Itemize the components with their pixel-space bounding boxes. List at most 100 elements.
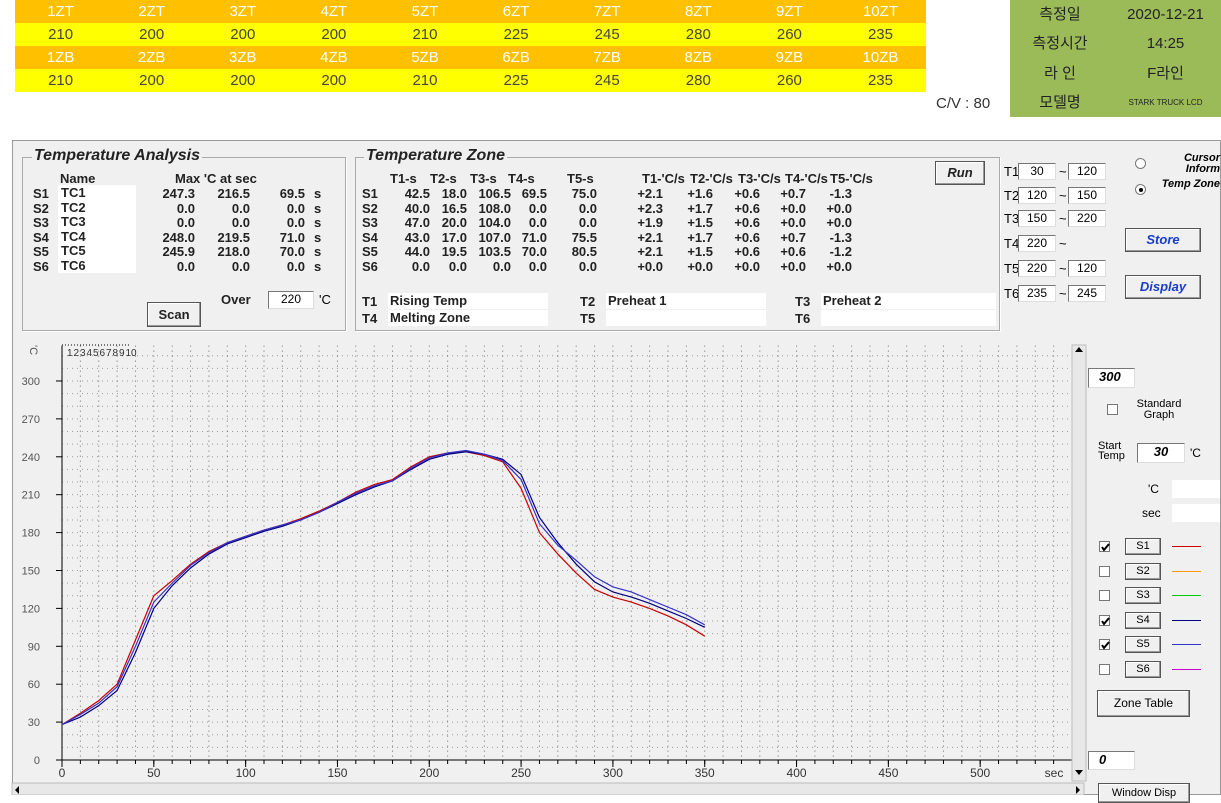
y-axis-label: 'C <box>27 345 39 355</box>
zone-id: T3 <box>795 294 811 309</box>
zone-header: T4-'C/s <box>785 171 828 186</box>
zone-marker: 5 <box>93 348 99 359</box>
analysis-title: Temperature Analysis <box>32 147 202 165</box>
analysis-value: 216.5 <box>217 186 250 201</box>
zone-value: 17.0 <box>441 229 467 245</box>
range-label: T4 <box>1004 236 1020 251</box>
y-tick-label: 270 <box>22 414 40 426</box>
y-tick-label: 60 <box>28 679 40 691</box>
scan-button[interactable]: Scan <box>147 302 201 327</box>
radio-label: Temp Zone <box>1161 178 1220 190</box>
channel-button[interactable]: S4 <box>1125 611 1161 629</box>
zone-value: +2.1 <box>637 244 663 260</box>
zone-id: T2 <box>580 294 596 309</box>
range-sep: ~ <box>1059 286 1067 301</box>
y-tick-label: 90 <box>28 641 40 653</box>
zone-value: -1.2 <box>829 244 852 260</box>
zone-value: 42.5 <box>404 186 430 201</box>
zone-cell: 210 <box>15 23 107 46</box>
zone-name-field: Preheat 1 <box>606 293 766 309</box>
channel-checkbox[interactable] <box>1099 541 1110 552</box>
zone-name-field <box>606 310 766 326</box>
zone-header: T5-s <box>567 171 594 186</box>
x-tick-label: 100 <box>236 766 256 780</box>
sec-unit: s <box>314 186 322 201</box>
range-sep: ~ <box>1059 211 1067 226</box>
x-tick-label: 500 <box>970 766 990 780</box>
sec-unit: s <box>314 229 322 245</box>
zone-cell: 235 <box>834 23 927 46</box>
zone-value: 0.0 <box>578 259 597 274</box>
channel-checkbox[interactable] <box>1099 614 1110 626</box>
h-scrollbar <box>11 782 1085 795</box>
over-input: 220 <box>268 291 314 309</box>
zone-value: +0.0 <box>780 200 806 216</box>
x-tick-label: 200 <box>419 766 439 780</box>
info-value: F라인 <box>1147 64 1184 82</box>
start-temp-label: Start Temp <box>1098 440 1125 462</box>
x-tick-label: 50 <box>147 766 161 780</box>
store-button[interactable]: Store <box>1125 228 1201 252</box>
zone-value: 80.5 <box>571 244 597 260</box>
channel-checkbox[interactable] <box>1099 565 1110 577</box>
channel-button[interactable]: S6 <box>1125 661 1161 678</box>
zone-marker: 6 <box>100 348 106 359</box>
x-tick-label: 0 <box>59 766 66 780</box>
analysis-value: 0.0 <box>231 259 250 274</box>
row-label: S3 <box>33 215 49 231</box>
row-label: S1 <box>362 186 378 201</box>
v-scrollbar <box>1071 344 1087 782</box>
range-from: 30 <box>1018 163 1056 180</box>
radio[interactable] <box>1135 184 1146 195</box>
zone-cell: 200 <box>288 23 380 46</box>
over-unit: 'C <box>319 292 331 307</box>
display-button[interactable]: Display <box>1125 275 1201 299</box>
standard-checkbox[interactable] <box>1107 404 1118 415</box>
y-tick-label: 120 <box>22 603 40 615</box>
run-button[interactable]: Run <box>935 161 985 185</box>
zone-cell: 3ZT <box>197 0 289 23</box>
zone-cell: 8ZT <box>652 0 744 23</box>
zone-name-field: Preheat 2 <box>821 293 996 309</box>
zone-cell: 225 <box>470 69 562 92</box>
range-from: 220 <box>1018 235 1056 252</box>
channel-checkbox[interactable] <box>1099 590 1110 602</box>
channel-button[interactable]: S2 <box>1125 562 1161 580</box>
info-value: 14:25 <box>1146 35 1185 53</box>
radio[interactable] <box>1135 158 1146 169</box>
channel-checkbox[interactable] <box>1099 664 1110 675</box>
zone-value: +0.0 <box>734 259 760 274</box>
zone-cell: 5ZB <box>379 46 471 69</box>
zone-value: +1.5 <box>687 215 713 231</box>
zone-value: +0.0 <box>687 259 713 274</box>
zone-name-field <box>821 310 996 326</box>
row-label: S4 <box>33 229 49 245</box>
channel-button[interactable]: S5 <box>1125 636 1161 654</box>
window-button[interactable]: Window Disp <box>1098 783 1190 803</box>
zone-cell: 5ZT <box>379 0 471 23</box>
row-label: S4 <box>362 229 378 245</box>
max-input: 300 <box>1088 368 1135 388</box>
zone-value: +2.1 <box>637 186 663 201</box>
analysis-value: 0.0 <box>286 215 305 231</box>
zone-value: +0.6 <box>734 229 760 245</box>
analysis-value: 248.0 <box>162 229 195 245</box>
info-label: 측정시간 <box>1032 35 1088 53</box>
range-to: 245 <box>1068 285 1106 302</box>
zone-cell: 200 <box>197 69 289 92</box>
channel-checkbox[interactable] <box>1099 639 1110 651</box>
channel-swatch <box>1172 546 1201 547</box>
channel-button[interactable]: S1 <box>1125 538 1161 555</box>
range-label: T1 <box>1004 164 1020 179</box>
zone-cell: 200 <box>106 23 198 46</box>
series-line <box>61 451 705 726</box>
zone-cell: 225 <box>470 23 562 46</box>
zone-cell: 10ZT <box>834 0 927 23</box>
zone-cell: 9ZT <box>743 0 835 23</box>
zone-value: +0.0 <box>826 259 852 274</box>
zone-cell: 1ZT <box>15 0 107 23</box>
zone-table-button[interactable]: Zone Table <box>1097 690 1190 717</box>
channel-swatch <box>1172 570 1201 572</box>
channel-button[interactable]: S3 <box>1125 587 1161 605</box>
zone-value: 107.0 <box>478 229 511 245</box>
